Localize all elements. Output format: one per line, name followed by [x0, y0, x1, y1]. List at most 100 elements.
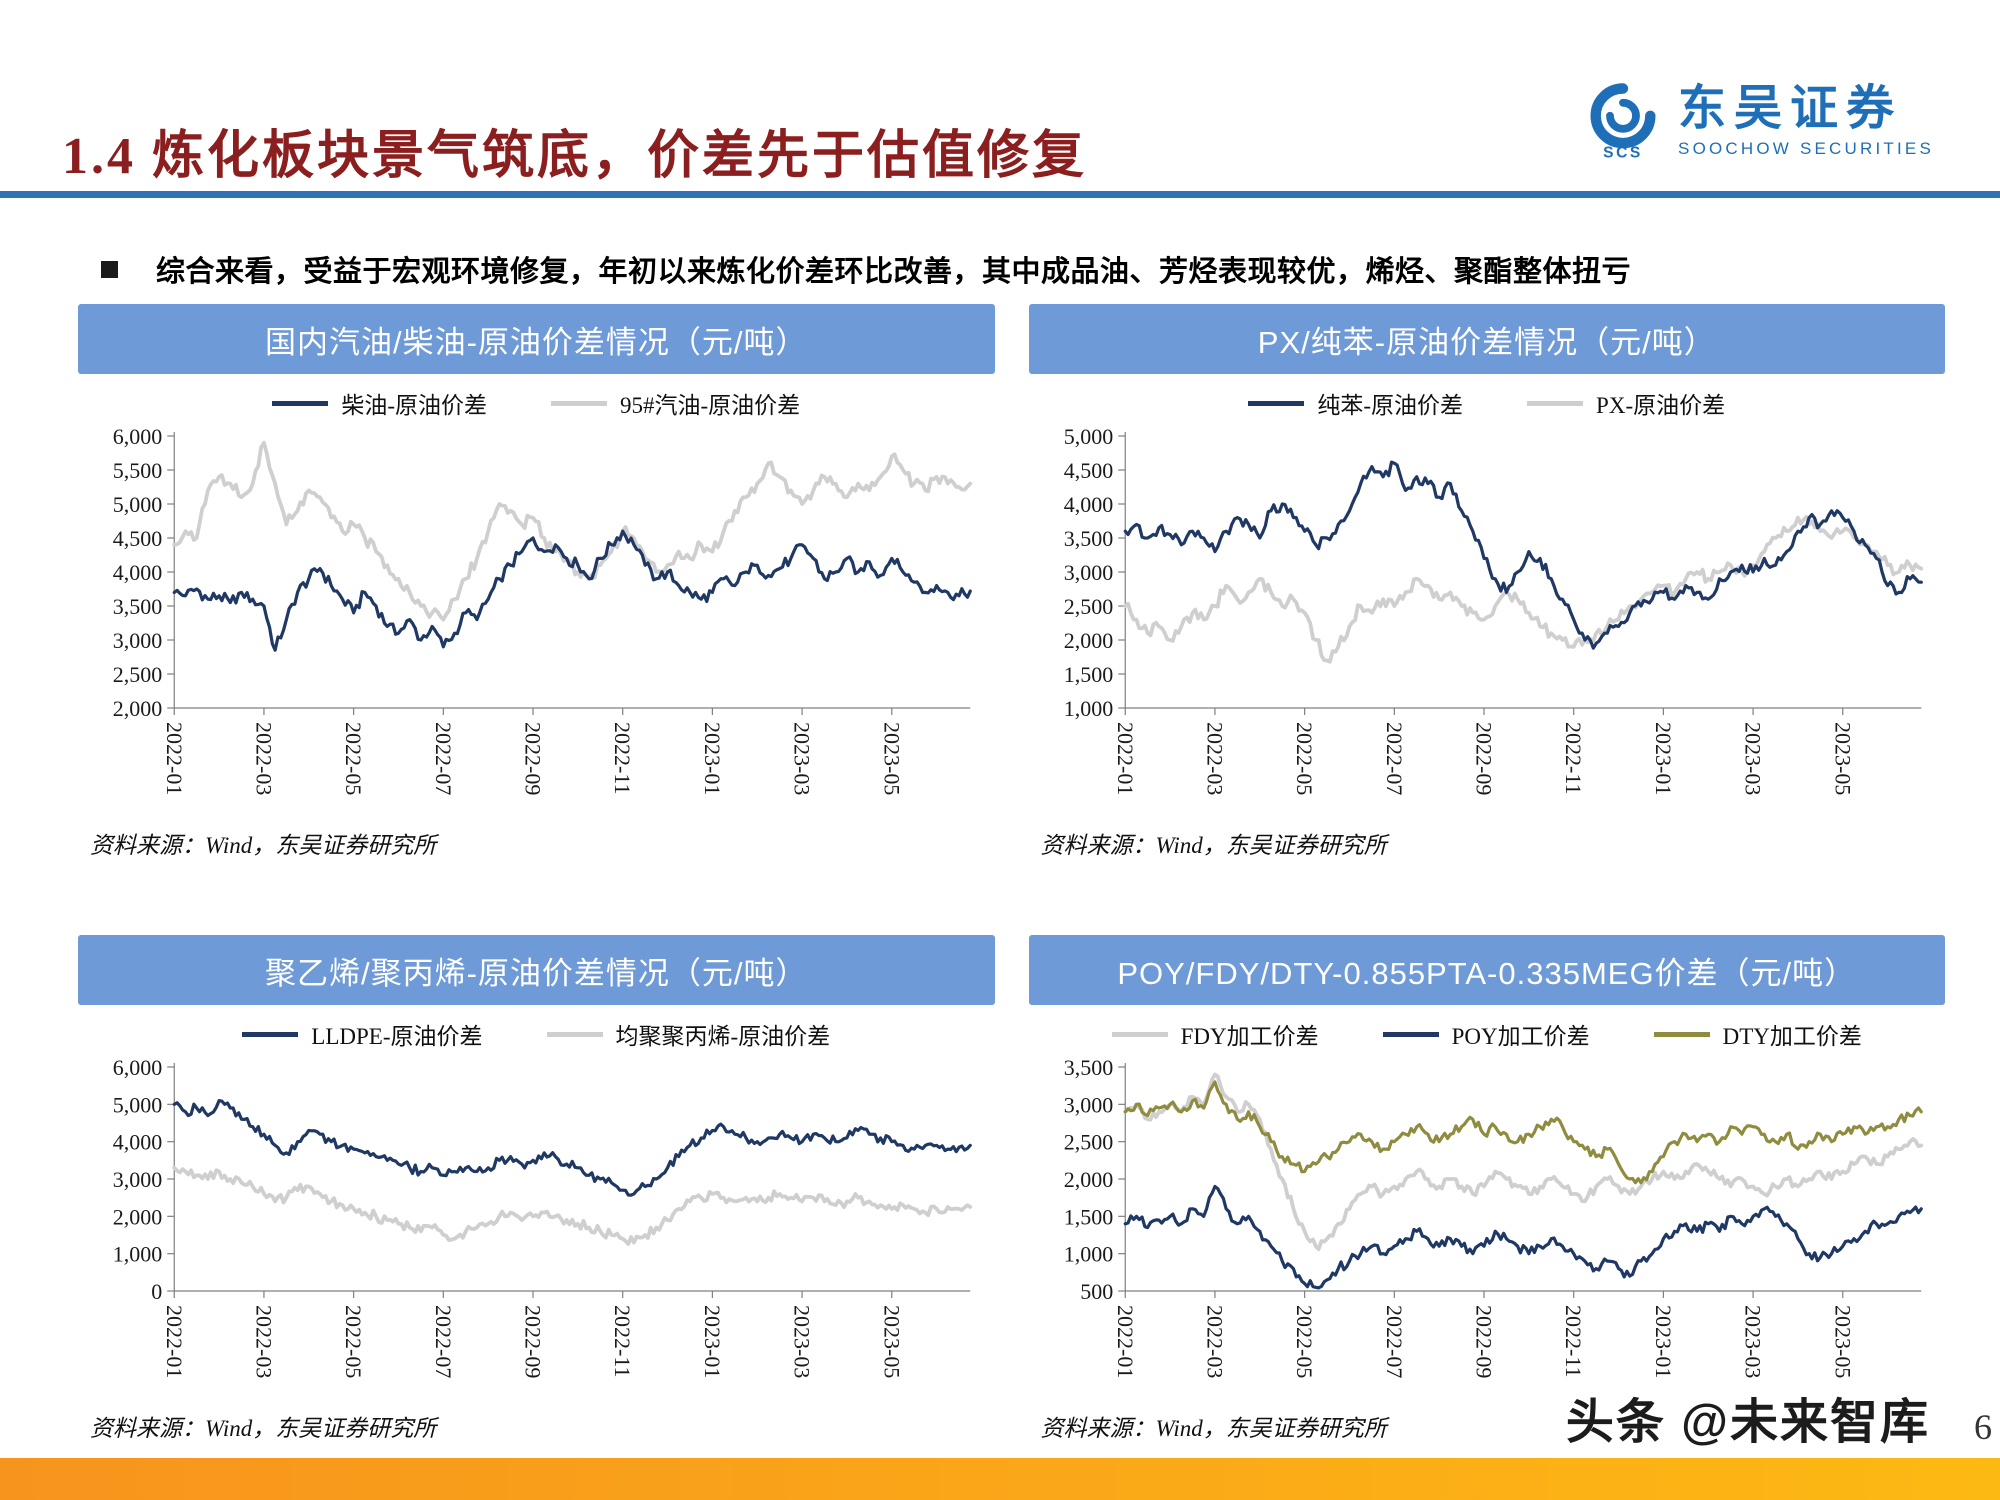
x-tick-label: 2023-01 — [1650, 722, 1675, 795]
footer-bar — [0, 1458, 2000, 1500]
x-tick-label: 2023-03 — [1740, 722, 1765, 795]
legend-label: FDY加工价差 — [1180, 1024, 1319, 1049]
y-tick-label: 1,500 — [1063, 662, 1113, 687]
legend-swatch — [551, 400, 607, 406]
y-tick-label: 2,500 — [1063, 1130, 1113, 1155]
legend-item: 纯苯-原油价差 — [1248, 386, 1463, 420]
chart-panel-px-benzene: PX/纯苯-原油价差情况（元/吨） 纯苯-原油价差 PX-原油价差 1,000 1,… — [1028, 304, 1946, 860]
y-tick-label: 6,000 — [113, 1055, 163, 1080]
x-tick-label: 2022-11 — [610, 1305, 635, 1378]
y-tick-label: 4,000 — [1063, 492, 1113, 517]
x-tick-label: 2022-11 — [1561, 722, 1586, 795]
x-tick-label: 2022-05 — [1292, 722, 1317, 795]
series-line-1 — [172, 1165, 973, 1246]
legend-label: 均聚聚丙烯-原油价差 — [615, 1024, 831, 1049]
y-tick-label: 6,000 — [113, 424, 163, 449]
y-tick-label: 2,500 — [1063, 594, 1113, 619]
y-tick-label: 2,000 — [1063, 628, 1113, 653]
x-tick-label: 2022-09 — [1471, 722, 1496, 795]
chart-title: POY/FDY/DTY-0.855PTA-0.335MEG价差（元/吨） — [1117, 955, 1857, 991]
y-tick-label: 5,500 — [113, 458, 163, 483]
logo-text: 东吴证券 SOOCHOW SECURITIES — [1678, 81, 1934, 158]
y-tick-label: 3,000 — [113, 628, 163, 653]
y-tick-label: 2,500 — [113, 662, 163, 687]
legend-item: 95#汽油-原油价差 — [551, 386, 800, 420]
legend-swatch — [1248, 400, 1305, 406]
watermark: 头条 @未来智库 — [1565, 1396, 1930, 1449]
legend-label: LLDPE-原油价差 — [311, 1024, 483, 1049]
legend-item: POY加工价差 — [1382, 1017, 1590, 1051]
series-line-0 — [172, 1098, 972, 1197]
y-tick-label: 4,000 — [113, 560, 163, 585]
y-tick-label: 1,000 — [113, 1242, 163, 1267]
x-tick-label: 2022-01 — [1112, 722, 1137, 795]
x-tick-label: 2022-07 — [431, 1305, 456, 1378]
chart-panel-pe-pp: 聚乙烯/聚丙烯-原油价差情况（元/吨） LLDPE-原油价差 均聚聚丙烯-原油价差… — [78, 935, 995, 1443]
series-line-0 — [1123, 460, 1923, 650]
legend-swatch — [1382, 1031, 1439, 1037]
logo-icon-text: SCS — [1603, 144, 1643, 160]
chart-legend: 纯苯-原油价差 PX-原油价差 — [1029, 386, 1946, 420]
x-tick-label: 2023-05 — [1830, 722, 1855, 795]
x-tick-label: 2023-01 — [1650, 1305, 1675, 1378]
x-tick-label: 2022-05 — [341, 722, 366, 795]
series-line-0 — [1122, 1072, 1923, 1252]
x-tick-label: 2022-09 — [521, 1305, 546, 1378]
x-tick-label: 2022-11 — [1561, 1305, 1586, 1378]
legend-label: DTY加工价差 — [1722, 1024, 1862, 1049]
legend-swatch — [546, 1031, 603, 1037]
y-tick-label: 1,000 — [1063, 1242, 1113, 1267]
company-logo: SCS 东吴证券 SOOCHOW SECURITIES — [1584, 82, 1934, 160]
chart-title: 聚乙烯/聚丙烯-原油价差情况（元/吨） — [264, 955, 808, 991]
y-tick-label: 4,500 — [113, 526, 163, 551]
x-tick-label: 2023-03 — [790, 1305, 815, 1378]
legend-swatch — [1653, 1031, 1710, 1037]
x-tick-label: 2023-03 — [790, 722, 815, 795]
x-tick-label: 2023-05 — [879, 722, 904, 795]
legend-swatch — [1527, 400, 1584, 406]
legend-item: DTY加工价差 — [1653, 1017, 1862, 1051]
logo-name-cn: 东吴证券 — [1678, 81, 1903, 135]
y-tick-label: 2,000 — [113, 1204, 163, 1229]
y-tick-label: 4,000 — [113, 1130, 163, 1155]
x-tick-label: 2022-07 — [1381, 722, 1406, 795]
chart-title-bar: POY/FDY/DTY-0.855PTA-0.335MEG价差（元/吨） — [1028, 935, 1945, 1005]
x-tick-label: 2022-03 — [251, 1305, 276, 1378]
x-tick-label: 2022-05 — [341, 1305, 366, 1378]
x-tick-label: 2023-01 — [700, 1305, 725, 1378]
page-number: 6 — [1974, 1407, 1992, 1447]
x-tick-label: 2022-11 — [610, 722, 635, 795]
y-tick-label: 0 — [151, 1279, 162, 1304]
line-chart: 500 1,000 1,500 2,000 2,500 3,000 3,500 2022-01… — [1063, 1055, 1923, 1378]
y-tick-label: 3,000 — [1063, 560, 1113, 585]
soochow-logo-icon: SCS — [1590, 83, 1656, 160]
legend-label: PX-原油价差 — [1596, 393, 1726, 418]
y-tick-label: 5,000 — [113, 492, 163, 517]
chart-panel-gasoline-diesel: 国内汽油/柴油-原油价差情况（元/吨） 柴油-原油价差 95#汽油-原油价差 2,… — [78, 304, 995, 860]
series-line-0 — [172, 529, 972, 652]
x-tick-label: 2022-09 — [521, 722, 546, 795]
legend-item: FDY加工价差 — [1111, 1017, 1319, 1051]
y-tick-label: 5,000 — [1063, 424, 1113, 449]
legend-swatch — [272, 400, 329, 406]
source-note: 资料来源：Wind，东吴证券研究所 — [90, 1416, 437, 1441]
x-tick-label: 2022-01 — [162, 1305, 187, 1378]
series-line-1 — [1123, 1184, 1923, 1290]
chart-title-bar: PX/纯苯-原油价差情况（元/吨） — [1028, 304, 1945, 374]
line-chart: 1,000 1,500 2,000 2,500 3,000 3,500 4,000 4,500… — [1063, 424, 1923, 795]
page-title: 1.4 炼化板块景气筑底，价差先于估值修复 — [62, 127, 1088, 185]
legend-swatch — [1111, 1031, 1168, 1037]
y-tick-label: 1,500 — [1063, 1204, 1113, 1229]
y-tick-label: 3,000 — [113, 1167, 163, 1192]
x-tick-label: 2023-05 — [1830, 1305, 1855, 1378]
chart-grid: 国内汽油/柴油-原油价差情况（元/吨） 柴油-原油价差 95#汽油-原油价差 2,… — [78, 304, 1945, 1443]
y-tick-label: 500 — [1080, 1279, 1113, 1304]
x-tick-label: 2022-07 — [431, 722, 456, 795]
x-tick-label: 2022-03 — [1202, 1305, 1227, 1378]
chart-title: PX/纯苯-原油价差情况（元/吨） — [1257, 324, 1716, 360]
legend-label: 纯苯-原油价差 — [1317, 393, 1464, 418]
chart-legend: LLDPE-原油价差 均聚聚丙烯-原油价差 — [78, 1017, 995, 1051]
summary-text: 综合来看，受益于宏观环境修复，年初以来炼化价差环比改善，其中成品油、芳烃表现较优… — [156, 256, 1632, 288]
source-note: 资料来源：Wind，东吴证券研究所 — [90, 833, 437, 858]
